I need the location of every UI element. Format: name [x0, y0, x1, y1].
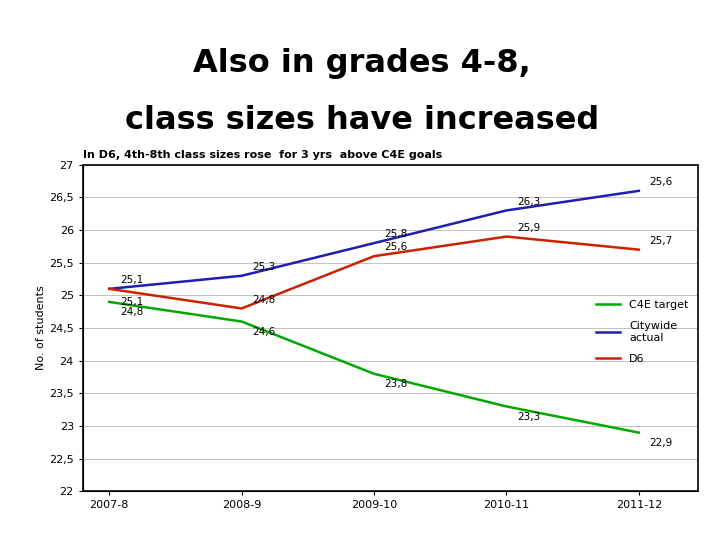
Text: 25,6: 25,6	[384, 242, 408, 252]
Legend: C4E target, Citywide
actual, D6: C4E target, Citywide actual, D6	[591, 295, 693, 368]
Bar	[83, 165, 698, 491]
Text: Also in grades 4-8,: Also in grades 4-8,	[193, 48, 531, 79]
Y-axis label: No. of students: No. of students	[36, 286, 46, 370]
Text: 25,3: 25,3	[252, 262, 276, 272]
Text: 25,7: 25,7	[649, 236, 672, 246]
Text: 24,6: 24,6	[252, 327, 276, 337]
Text: 25,1: 25,1	[120, 296, 143, 307]
Text: 25,8: 25,8	[384, 229, 408, 239]
Text: 23,8: 23,8	[384, 379, 408, 389]
Text: 22,9: 22,9	[649, 438, 672, 448]
Text: 24,8: 24,8	[120, 307, 143, 317]
Text: 25,6: 25,6	[649, 177, 672, 187]
Text: 25,1: 25,1	[120, 275, 143, 285]
Text: class sizes have increased: class sizes have increased	[125, 105, 599, 137]
Text: 26,3: 26,3	[517, 197, 540, 206]
Text: 25,9: 25,9	[517, 222, 540, 233]
Text: In D6, 4th-8th class sizes rose  for 3 yrs  above C4E goals: In D6, 4th-8th class sizes rose for 3 yr…	[83, 150, 442, 160]
Text: 24,8: 24,8	[252, 294, 276, 305]
Text: 23,3: 23,3	[517, 411, 540, 422]
